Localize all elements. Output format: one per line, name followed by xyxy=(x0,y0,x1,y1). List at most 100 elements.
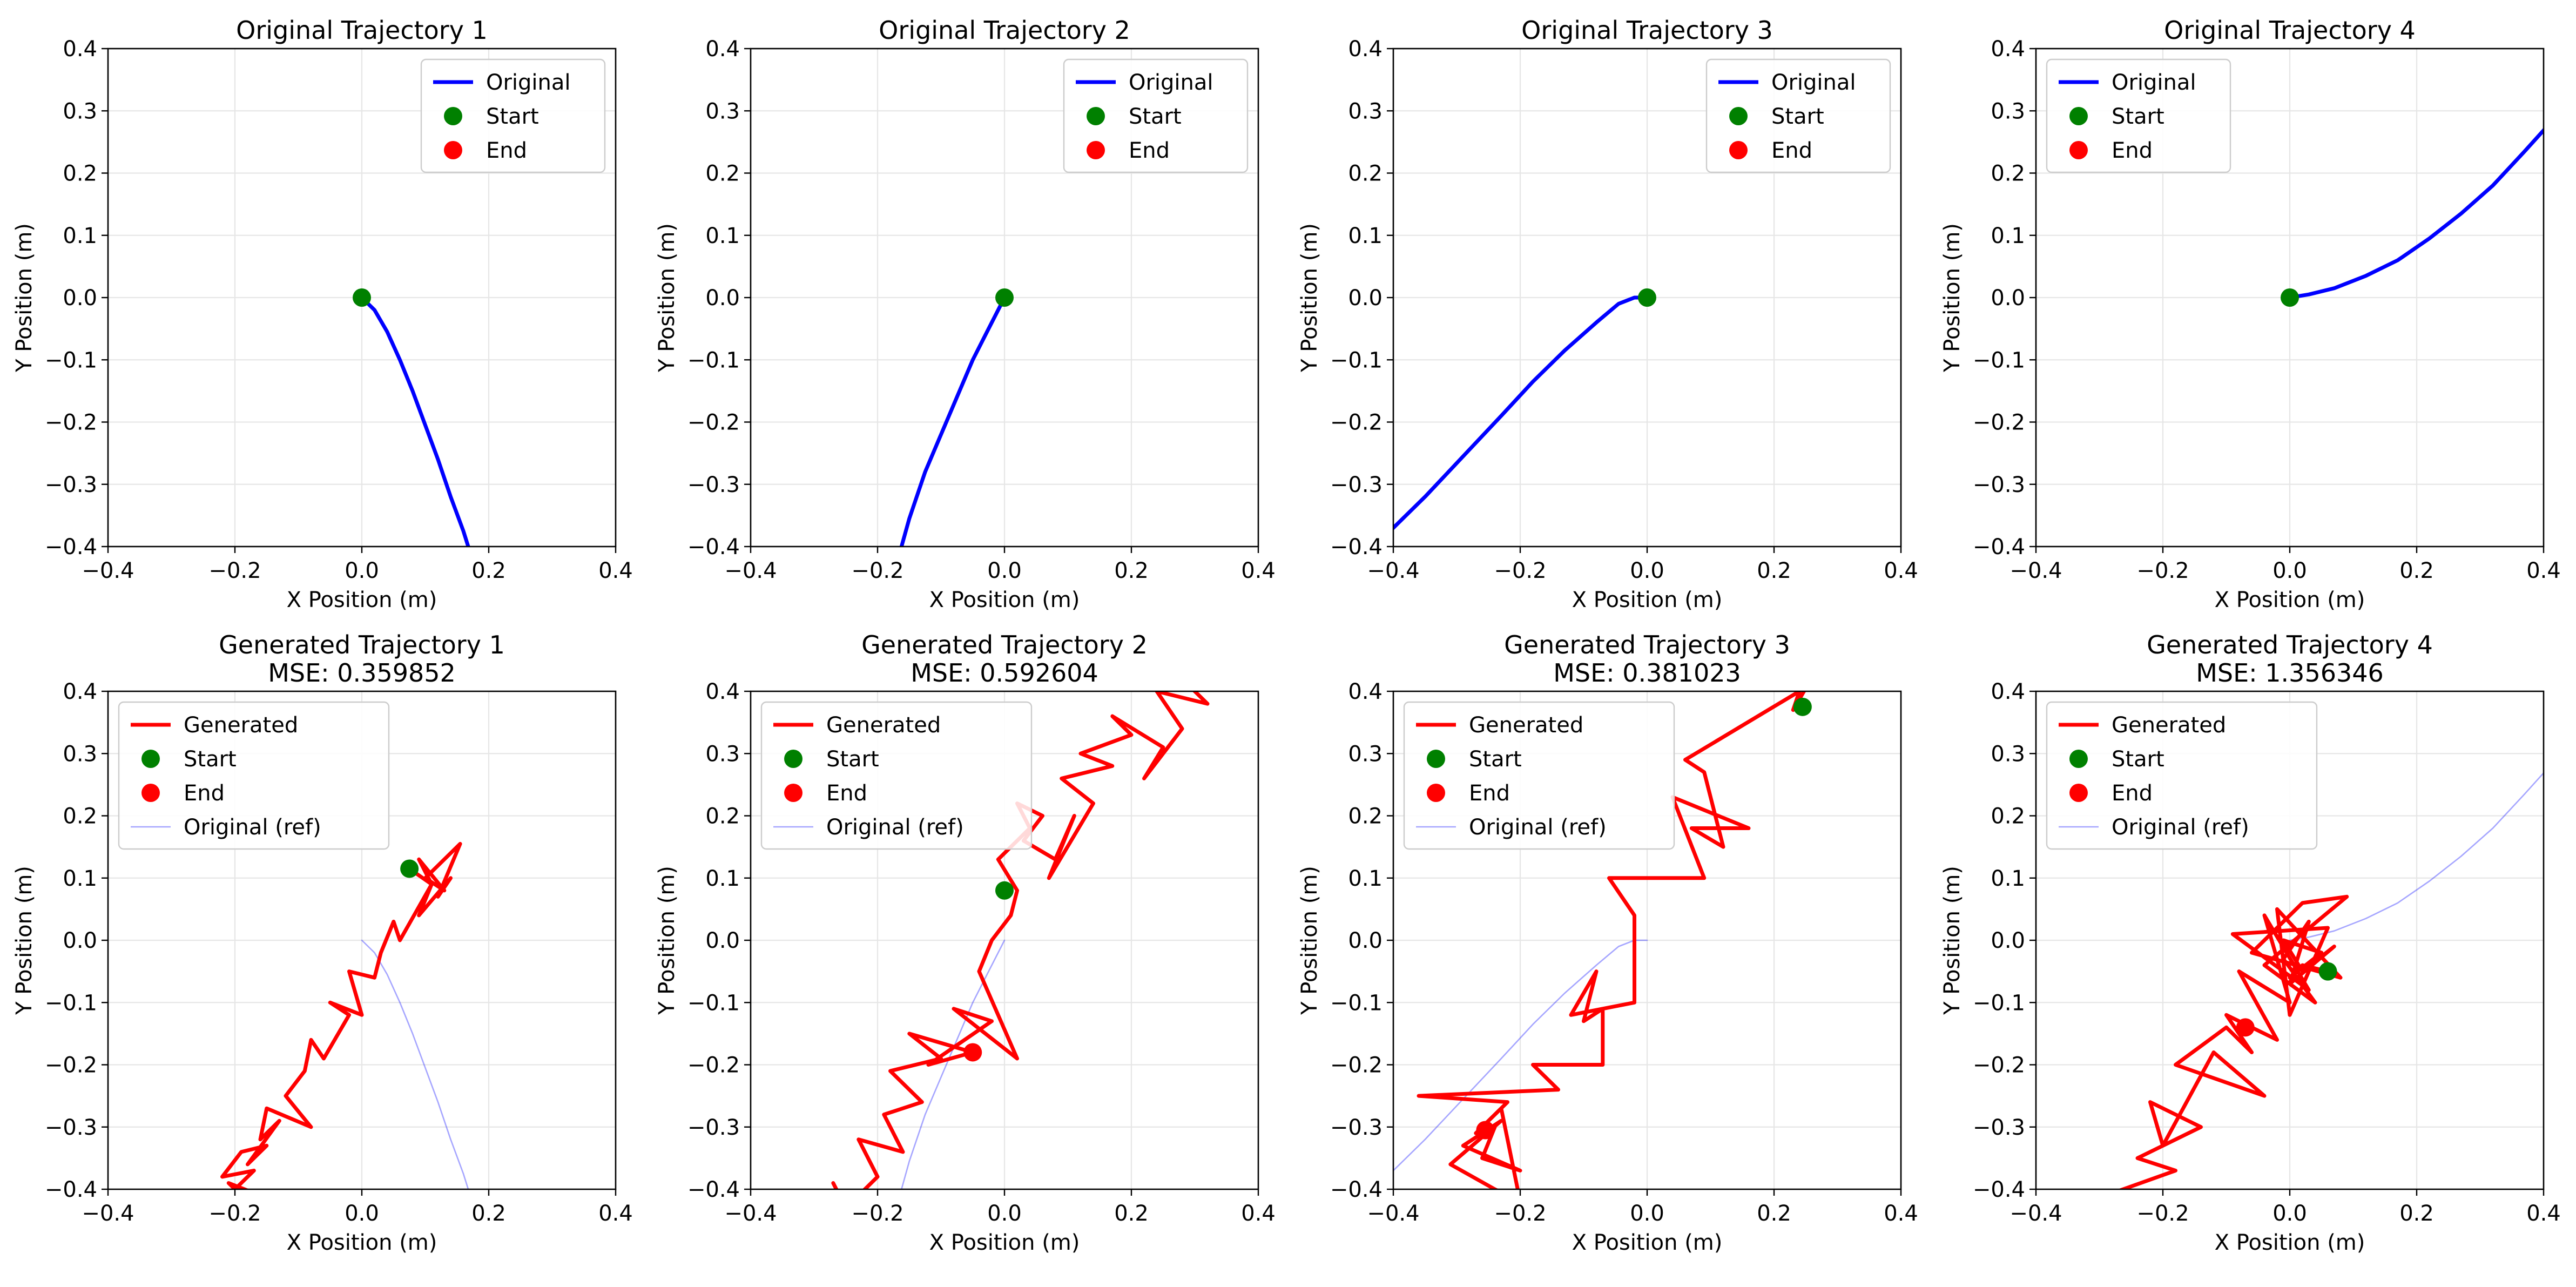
y-tick-label: −0.1 xyxy=(1330,348,1383,373)
x-tick-label: 0.0 xyxy=(2272,1201,2307,1226)
y-tick-label: −0.4 xyxy=(45,1177,97,1202)
x-axis-label: X Position (m) xyxy=(929,588,1080,612)
axes-frame xyxy=(107,48,617,548)
x-tick-label: −0.4 xyxy=(2009,558,2062,583)
x-tick-label: 0.4 xyxy=(1241,1201,1276,1226)
legend-swatch-end xyxy=(444,141,462,159)
y-tick-label: −0.4 xyxy=(687,1177,740,1202)
series-line-original xyxy=(899,295,1007,547)
y-tick-label: 0.1 xyxy=(1348,866,1383,891)
y-tick-label: −0.1 xyxy=(45,348,97,373)
x-tick-label: 0.4 xyxy=(598,558,633,583)
y-tick-label: −0.3 xyxy=(1330,473,1383,497)
axes-frame xyxy=(2035,690,2545,1190)
x-tick-label: 0.2 xyxy=(471,558,506,583)
series-line-original-ref xyxy=(900,939,1006,1189)
x-tick-label: −0.4 xyxy=(82,1201,134,1226)
series-line-original-ref xyxy=(2289,772,2544,941)
legend-box xyxy=(1403,701,1675,850)
start-marker xyxy=(2318,962,2337,981)
y-tick-label: 0.1 xyxy=(63,224,97,248)
y-axis-label: Y Position (m) xyxy=(1940,866,1965,1015)
legend-box xyxy=(1705,58,1891,173)
plot-area xyxy=(899,295,1007,547)
series-line-original-ref xyxy=(361,939,469,1189)
x-axis-label: X Position (m) xyxy=(1572,1230,1723,1255)
x-tick-label: 0.4 xyxy=(598,1201,633,1226)
y-tick-label: 0.3 xyxy=(1348,99,1383,124)
series-line-generated xyxy=(220,841,462,1189)
x-axis-label: X Position (m) xyxy=(287,1230,437,1255)
x-tick-label: 0.0 xyxy=(987,1201,1022,1226)
y-tick-label: 0.3 xyxy=(1991,742,2025,766)
y-tick-label: −0.2 xyxy=(1973,410,2025,435)
subplot-orig-4: Original Trajectory 4 −0.4 −0.2 0.0 0.2 0.4 −0… xyxy=(1928,0,2571,643)
x-tick-label: 0.0 xyxy=(1630,1201,1664,1226)
y-tick-label: 0.4 xyxy=(1991,679,2025,704)
axes-frame xyxy=(107,690,617,1190)
legend: Generated Start End Original (ref) xyxy=(2046,701,2318,850)
legend-label: Original xyxy=(1129,70,1213,95)
chart-title: Original Trajectory 3 xyxy=(1521,16,1773,45)
end-marker xyxy=(963,1043,982,1062)
plot-area xyxy=(2118,772,2544,1189)
legend-label: Start xyxy=(826,747,879,772)
legend-label: End xyxy=(1129,138,1170,163)
legend-label: Original xyxy=(2112,70,2196,95)
y-tick-label: −0.1 xyxy=(687,990,740,1015)
plot-area xyxy=(1393,295,1649,531)
legend-label: Start xyxy=(2112,747,2164,772)
y-tick-label: 0.2 xyxy=(1348,161,1383,186)
x-tick-label: −0.2 xyxy=(1494,1201,1546,1226)
y-tick-label: 0.3 xyxy=(705,99,740,124)
legend-swatch-end xyxy=(1427,784,1445,802)
legend-label: Original xyxy=(1771,70,1856,95)
x-axis-label: X Position (m) xyxy=(2215,588,2365,612)
y-tick-label: −0.1 xyxy=(1973,990,2025,1015)
y-tick-label: 0.3 xyxy=(63,99,97,124)
y-tick-label: −0.1 xyxy=(45,990,97,1015)
x-tick-label: −0.4 xyxy=(2009,1201,2062,1226)
chart-svg: Original Trajectory 2 −0.4 −0.2 0.0 0.2 0.4 −0… xyxy=(655,16,1276,612)
x-tick-label: 0.0 xyxy=(345,558,379,583)
y-tick-label: −0.4 xyxy=(1973,535,2025,560)
x-tick-label: 0.0 xyxy=(987,558,1022,583)
y-tick-label: 0.0 xyxy=(705,286,740,311)
plot-area xyxy=(1393,691,1806,1189)
x-axis-label: X Position (m) xyxy=(1572,588,1723,612)
y-tick-label: 0.0 xyxy=(1991,928,2025,953)
y-tick-label: −0.3 xyxy=(1330,1115,1383,1140)
x-tick-label: −0.2 xyxy=(208,558,261,583)
axes-frame xyxy=(1392,690,1902,1190)
legend-swatch-start xyxy=(1087,107,1105,125)
legend-label: End xyxy=(1469,781,1510,806)
legend-swatch-start xyxy=(1427,750,1445,768)
start-marker xyxy=(353,288,371,307)
y-tick-label: 0.3 xyxy=(1348,742,1383,766)
y-tick-label: 0.1 xyxy=(1991,866,2025,891)
legend-label: Original (ref) xyxy=(826,815,964,840)
x-tick-label: −0.4 xyxy=(82,558,134,583)
legend-box xyxy=(2046,701,2318,850)
chart-title: Original Trajectory 4 xyxy=(2164,16,2416,45)
legend-label: Start xyxy=(486,104,539,129)
chart-title: Generated Trajectory 4 xyxy=(2147,630,2433,659)
start-marker xyxy=(1638,288,1656,307)
y-tick-label: 0.0 xyxy=(1348,928,1383,953)
y-tick-label: 0.0 xyxy=(63,928,97,953)
legend-swatch-start xyxy=(141,750,160,768)
legend-label: Original (ref) xyxy=(1469,815,1607,840)
end-marker xyxy=(1476,1121,1495,1140)
axes-frame xyxy=(750,48,1259,548)
y-tick-label: −0.4 xyxy=(1330,535,1383,560)
y-tick-label: −0.3 xyxy=(687,1115,740,1140)
x-tick-label: 0.2 xyxy=(1114,1201,1149,1226)
legend-label: Generated xyxy=(826,713,941,738)
start-marker xyxy=(995,288,1014,307)
x-tick-label: 0.4 xyxy=(1241,558,1276,583)
series-line-original xyxy=(360,295,470,547)
y-tick-label: 0.4 xyxy=(63,679,97,704)
y-tick-label: 0.0 xyxy=(1348,286,1383,311)
